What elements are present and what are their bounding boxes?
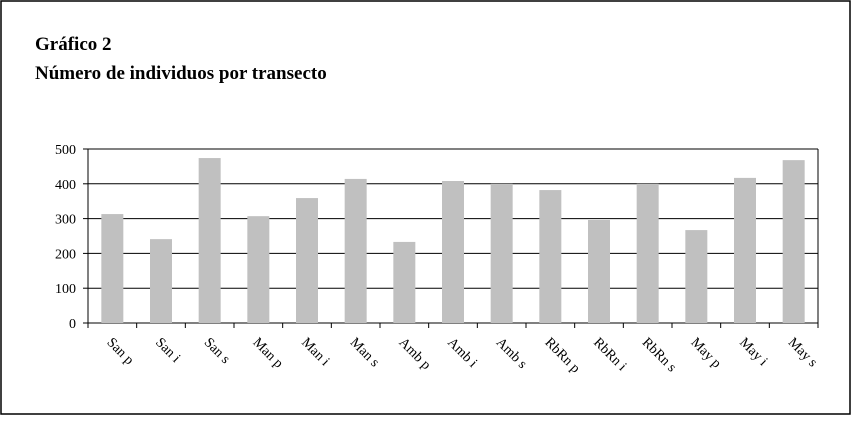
bar <box>393 241 416 323</box>
bar <box>734 177 756 323</box>
chart-subtitle: Número de individuos por transecto <box>35 63 327 84</box>
bar <box>588 219 610 323</box>
bar <box>150 239 172 323</box>
bar <box>442 181 464 323</box>
y-tick-label: 200 <box>55 247 76 262</box>
bar <box>296 198 318 323</box>
y-tick-label: 400 <box>55 178 76 193</box>
bar <box>782 160 805 323</box>
bar <box>539 190 562 323</box>
y-tick-label: 500 <box>55 143 76 158</box>
chart-title: Gráfico 2 <box>35 34 112 55</box>
bar <box>636 183 659 323</box>
y-tick-label: 100 <box>55 282 76 297</box>
bar <box>685 230 708 323</box>
bar <box>198 158 221 323</box>
bar <box>344 178 367 323</box>
bar <box>101 214 124 323</box>
bar <box>490 183 513 323</box>
bar <box>247 216 270 323</box>
y-tick-label: 0 <box>69 317 76 332</box>
y-tick-label: 300 <box>55 213 76 228</box>
